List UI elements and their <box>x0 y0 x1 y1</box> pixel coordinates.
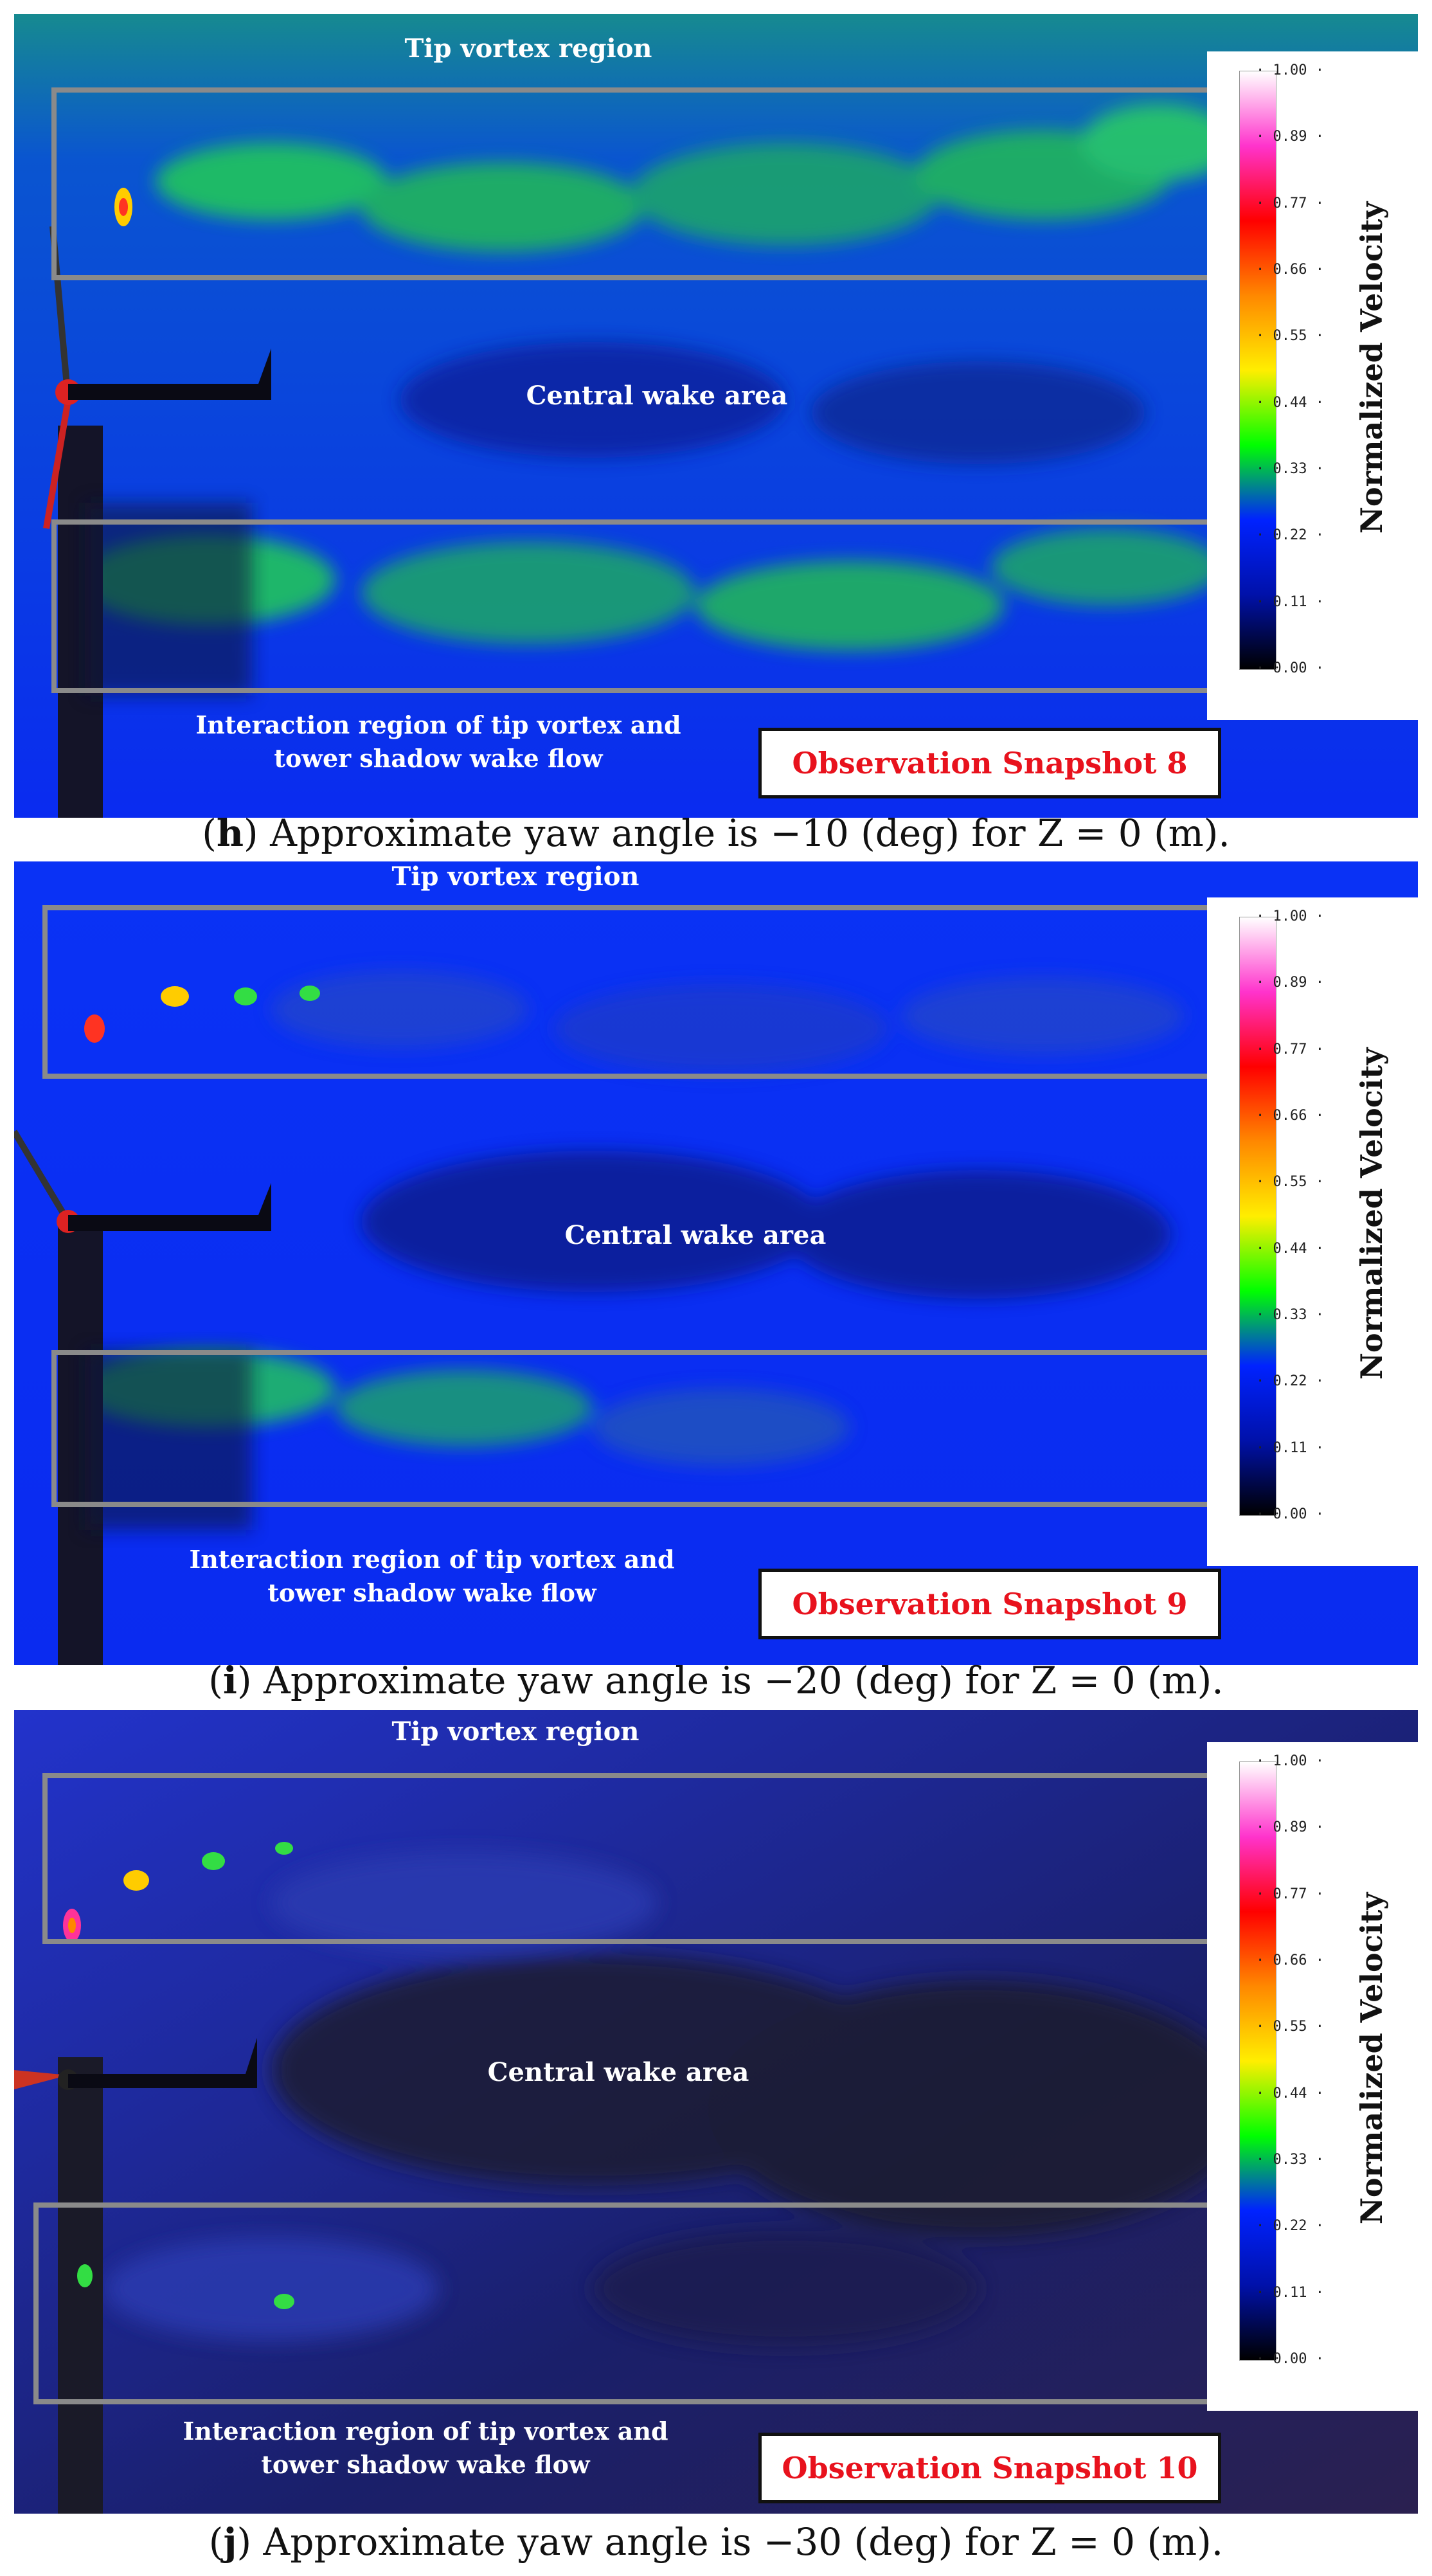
colorbar-gradient <box>1239 1761 1276 2361</box>
colorbar-tick-label: · 1.00 · <box>1256 908 1324 924</box>
colorbar-tick-label: · 0.66 · <box>1256 262 1324 278</box>
snapshot-label-box: Observation Snapshot 9 <box>758 1569 1221 1639</box>
colorbar-gradient <box>1239 917 1276 1516</box>
colorbar-tick-label: · 0.55 · <box>1256 328 1324 345</box>
caption-text: ) Approximate yaw angle is −10 (deg) for… <box>244 811 1230 855</box>
colorbar-tick-label: · 0.66 · <box>1256 1108 1324 1124</box>
colorbar-title: Normalized Velocity <box>1354 1047 1389 1380</box>
colorbar-tick-label: · 0.22 · <box>1256 2218 1324 2235</box>
interaction-region-label-line2: tower shadow wake flow <box>261 2450 590 2479</box>
colorbar-tick-label: · 0.33 · <box>1256 1307 1324 1323</box>
colorbar-tick-label: · 0.44 · <box>1256 394 1324 411</box>
colorbar-gradient <box>1239 71 1276 670</box>
colorbar-tick-label: · 0.55 · <box>1256 1174 1324 1191</box>
interaction-region-label-line1: Interaction region of tip vortex and <box>195 710 681 739</box>
velocity-field-svg <box>14 1710 1418 2514</box>
panel-j: Tip vortex region Central wake area Inte… <box>14 1710 1418 2514</box>
caption-letter: h <box>216 811 244 855</box>
colorbar-tick-label: · 0.89 · <box>1256 1819 1324 1836</box>
colorbar-tick-label: · 0.11 · <box>1256 593 1324 610</box>
colorbar-tick-label: · 0.11 · <box>1256 2284 1324 2301</box>
central-wake-label: Central wake area <box>487 2057 749 2087</box>
colorbar-tick-label: · 0.00 · <box>1256 1506 1324 1522</box>
colorbar-tick-label: · 0.22 · <box>1256 1373 1324 1390</box>
colorbar-tick-label: · 0.77 · <box>1256 195 1324 212</box>
colorbar-panel: · 1.00 · · 0.89 · · 0.77 · · 0.66 · · 0.55 ·… <box>1207 51 1418 720</box>
colorbar-tick-label: · 0.11 · <box>1256 1439 1324 1456</box>
velocity-field-image: Tip vortex region Central wake area Inte… <box>14 1710 1418 2514</box>
colorbar-tick-label: · 0.00 · <box>1256 660 1324 676</box>
caption-letter: j <box>223 2520 237 2564</box>
interaction-region-label-line1: Interaction region of tip vortex and <box>189 1545 675 1574</box>
colorbar-tick-label: · 0.44 · <box>1256 1240 1324 1257</box>
interaction-region-label-line2: tower shadow wake flow <box>267 1578 596 1607</box>
central-wake-label: Central wake area <box>526 381 788 411</box>
central-wake-label: Central wake area <box>564 1220 827 1250</box>
velocity-field-svg <box>14 861 1418 1665</box>
caption-i: (i) Approximate yaw angle is −20 (deg) f… <box>208 1659 1224 1702</box>
colorbar-tick-label: · 0.22 · <box>1256 527 1324 544</box>
caption-letter: i <box>222 1659 237 1702</box>
tip-vortex-label: Tip vortex region <box>404 33 652 64</box>
tip-vortex-label: Tip vortex region <box>391 861 640 892</box>
colorbar-tick-label: · 0.66 · <box>1256 1952 1324 1968</box>
caption-text: ) Approximate yaw angle is −30 (deg) for… <box>237 2520 1224 2564</box>
velocity-field-image: Tip vortex region Central wake area Inte… <box>14 861 1418 1665</box>
velocity-field-svg <box>14 14 1418 818</box>
colorbar-title: Normalized Velocity <box>1354 201 1389 534</box>
colorbar-tick-label: · 0.33 · <box>1256 2152 1324 2168</box>
tip-vortex-label: Tip vortex region <box>391 1716 640 1747</box>
colorbar-tick-label: · 0.77 · <box>1256 1041 1324 1058</box>
colorbar-tick-label: · 0.89 · <box>1256 129 1324 145</box>
panel-h: Tip vortex region Central wake area Inte… <box>14 14 1418 818</box>
caption-j: (j) Approximate yaw angle is −30 (deg) f… <box>208 2520 1224 2564</box>
colorbar-panel: · 1.00 · · 0.89 · · 0.77 · · 0.66 · · 0.55 ·… <box>1207 897 1418 1566</box>
snapshot-label-box: Observation Snapshot 10 <box>758 2433 1221 2503</box>
colorbar-tick-label: · 0.33 · <box>1256 461 1324 477</box>
colorbar-tick-label: · 1.00 · <box>1256 62 1324 78</box>
colorbar-tick-label: · 0.00 · <box>1256 2351 1324 2367</box>
colorbar-tick-label: · 0.89 · <box>1256 975 1324 991</box>
colorbar-tick-label: · 1.00 · <box>1256 1753 1324 1769</box>
colorbar-tick-label: · 0.77 · <box>1256 1886 1324 1902</box>
panel-i: Tip vortex region Central wake area Inte… <box>14 861 1418 1665</box>
colorbar-title: Normalized Velocity <box>1354 1892 1389 2225</box>
colorbar-tick-label: · 0.44 · <box>1256 2085 1324 2102</box>
caption-text: ) Approximate yaw angle is −20 (deg) for… <box>237 1659 1224 1702</box>
velocity-field-image: Tip vortex region Central wake area Inte… <box>14 14 1418 818</box>
interaction-region-label-line2: tower shadow wake flow <box>274 744 603 773</box>
colorbar-panel: · 1.00 · · 0.89 · · 0.77 · · 0.66 · · 0.55 ·… <box>1207 1742 1418 2411</box>
snapshot-label-box: Observation Snapshot 8 <box>758 728 1221 798</box>
colorbar-tick-label: · 0.55 · <box>1256 2019 1324 2035</box>
caption-h: (h) Approximate yaw angle is −10 (deg) f… <box>202 811 1230 855</box>
interaction-region-label-line1: Interaction region of tip vortex and <box>183 2417 668 2445</box>
